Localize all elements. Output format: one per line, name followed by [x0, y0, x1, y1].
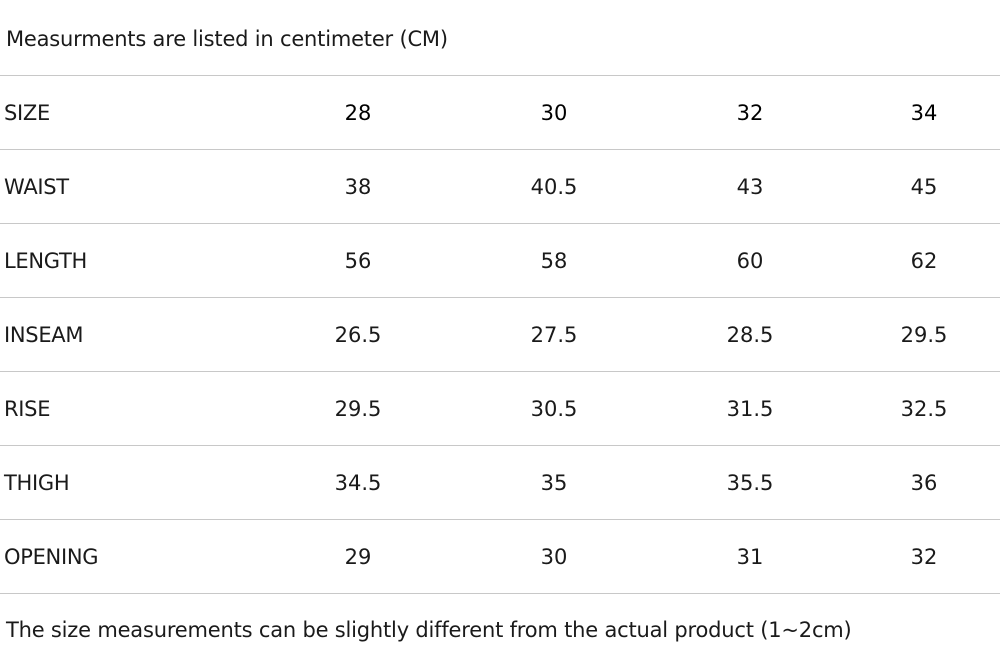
- size-header-label: SIZE: [0, 75, 260, 150]
- table-cell: 56: [260, 223, 456, 298]
- table-cell: 36: [848, 445, 1000, 520]
- table-cell: 45: [848, 149, 1000, 224]
- table-cell: 35: [456, 445, 652, 520]
- size-header-row: SIZE 28 30 32 34: [0, 75, 1000, 150]
- table-cell: 62: [848, 223, 1000, 298]
- size-30-header: 30: [456, 75, 652, 150]
- table-cell: 30: [456, 519, 652, 594]
- table-row-thigh: THIGH 34.5 35 35.5 36: [0, 445, 1000, 520]
- table-row-opening: OPENING 29 30 31 32: [0, 519, 1000, 594]
- table-row-waist: WAIST 38 40.5 43 45: [0, 149, 1000, 224]
- row-label: LENGTH: [0, 223, 260, 298]
- row-label: RISE: [0, 371, 260, 446]
- units-note: Measurments are listed in centimeter (CM…: [6, 27, 448, 51]
- size-28-header: 28: [260, 75, 456, 150]
- table-row-rise: RISE 29.5 30.5 31.5 32.5: [0, 371, 1000, 446]
- table-cell: 31: [652, 519, 848, 594]
- disclaimer-note: The size measurements can be slightly di…: [6, 618, 852, 642]
- table-cell: 27.5: [456, 297, 652, 372]
- table-cell: 28.5: [652, 297, 848, 372]
- table-cell: 29.5: [848, 297, 1000, 372]
- table-cell: 32.5: [848, 371, 1000, 446]
- table-cell: 38: [260, 149, 456, 224]
- size-32-header: 32: [652, 75, 848, 150]
- size-chart-table: SIZE 28 30 32 34 WAIST 38 40.5 43 45 LEN…: [0, 75, 1000, 594]
- table-cell: 35.5: [652, 445, 848, 520]
- table-row-inseam: INSEAM 26.5 27.5 28.5 29.5: [0, 297, 1000, 372]
- table-cell: 34.5: [260, 445, 456, 520]
- table-row-length: LENGTH 56 58 60 62: [0, 223, 1000, 298]
- table-cell: 31.5: [652, 371, 848, 446]
- row-label: INSEAM: [0, 297, 260, 372]
- table-cell: 58: [456, 223, 652, 298]
- size-34-header: 34: [848, 75, 1000, 150]
- table-cell: 30.5: [456, 371, 652, 446]
- row-label: WAIST: [0, 149, 260, 224]
- table-cell: 32: [848, 519, 1000, 594]
- table-cell: 29.5: [260, 371, 456, 446]
- row-label: OPENING: [0, 519, 260, 594]
- table-cell: 29: [260, 519, 456, 594]
- table-cell: 43: [652, 149, 848, 224]
- table-cell: 26.5: [260, 297, 456, 372]
- row-label: THIGH: [0, 445, 260, 520]
- table-cell: 60: [652, 223, 848, 298]
- table-cell: 40.5: [456, 149, 652, 224]
